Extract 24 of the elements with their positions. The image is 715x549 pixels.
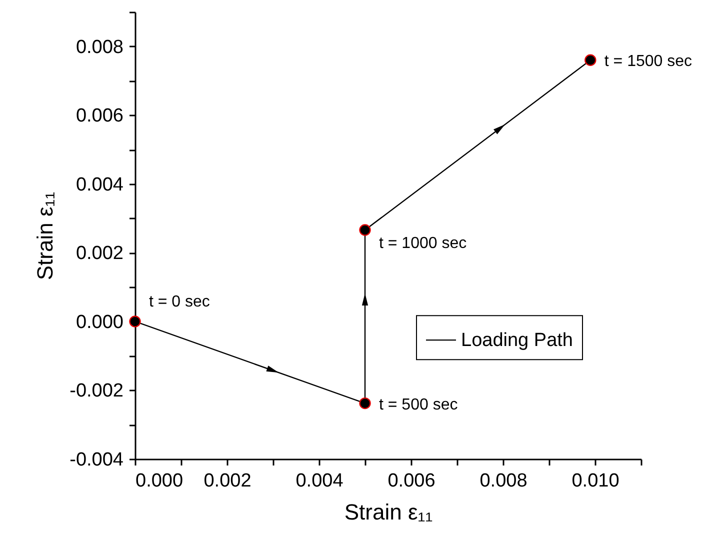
y-tick-label: 0.008 [76, 36, 124, 58]
y-axis-title: Strain ε₁₁ [32, 192, 58, 280]
x-tick-label: 0.010 [572, 470, 620, 492]
x-axis-title: Strain ε₁₁ [344, 500, 433, 524]
x-tick-label: 0.006 [388, 470, 436, 492]
x-tick-label: 0.008 [480, 470, 528, 492]
legend-label: Loading Path [461, 330, 573, 352]
y-tick-label: 0.004 [76, 174, 124, 196]
annotation: t = 0 sec [149, 293, 210, 310]
y-tick-label: -0.002 [70, 380, 124, 402]
y-tick-label: -0.004 [70, 450, 124, 470]
annotation: t = 1500 sec [604, 53, 692, 70]
point [359, 397, 371, 410]
point [584, 54, 596, 66]
point [129, 316, 141, 328]
x-tick-label: 0.002 [204, 470, 252, 492]
point [359, 224, 371, 236]
y-tick-label: 0.002 [76, 243, 124, 264]
x-tick-label: 0.000 [136, 470, 184, 492]
y-tick-label: 0.006 [76, 106, 124, 127]
x-tick-label: 0.004 [296, 470, 344, 492]
annotation: t = 500 sec [379, 396, 458, 414]
y-tick-label: 0.000 [76, 312, 124, 333]
annotation: t = 1000 sec [379, 235, 467, 252]
